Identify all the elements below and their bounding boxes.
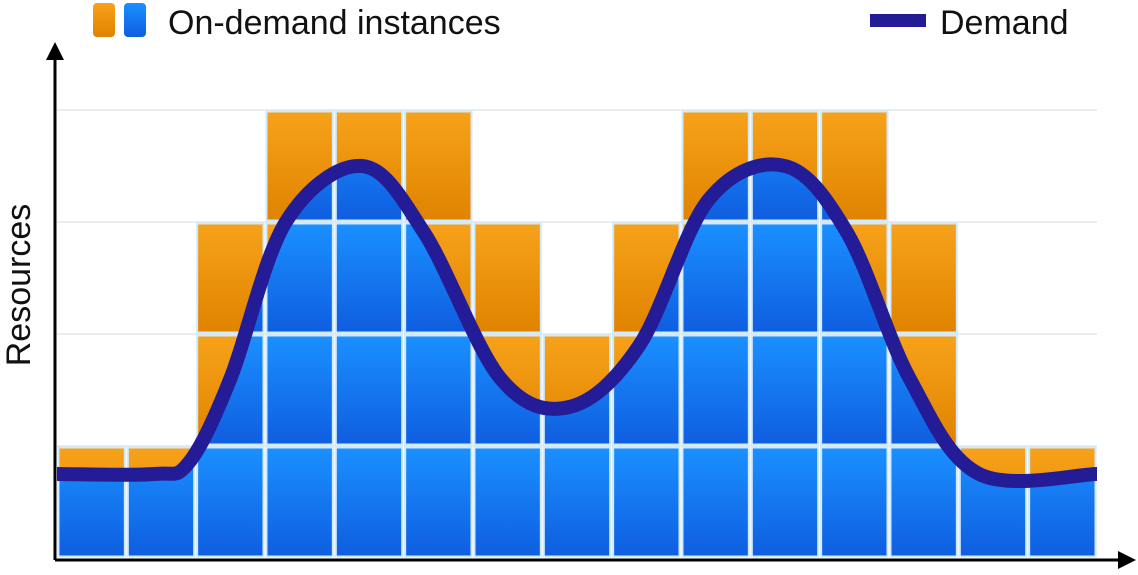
used-instance-cell (404, 446, 473, 558)
used-instance-cell (681, 446, 750, 558)
used-instance-cell (265, 446, 334, 558)
used-instance-cell (473, 446, 542, 558)
used-instance-cell (265, 334, 334, 446)
legend-swatch-ondemand (93, 3, 146, 37)
legend-label-demand: Demand (940, 4, 1069, 42)
ondemand-instance-cell (889, 222, 958, 334)
used-instance-cell (334, 222, 404, 334)
legend-label-ondemand: On-demand instances (168, 4, 501, 42)
used-instance-cell (889, 446, 958, 558)
used-instance-cell (542, 446, 612, 558)
used-instance-cell (404, 334, 473, 446)
used-instance-cell (612, 446, 681, 558)
used-instance-cell (820, 334, 889, 446)
used-instance-cell (334, 446, 404, 558)
legend-swatch-orange (93, 3, 115, 37)
used-instance-cell (820, 446, 889, 558)
ondemand-instance-cell (404, 110, 473, 222)
demand-line (56, 157, 1098, 489)
y-axis-arrow-icon (46, 42, 64, 60)
ondemand-instance-cell (473, 222, 542, 334)
legend-swatch-demand (870, 14, 926, 27)
legend: On-demand instances Demand (93, 3, 1069, 42)
used-instance-cell (681, 222, 750, 334)
used-instance-cell (750, 222, 820, 334)
used-instance-cell (750, 334, 820, 446)
used-instance-cell (681, 334, 750, 446)
axes (46, 42, 1136, 569)
x-axis-arrow-icon (1118, 551, 1136, 569)
used-instance-cell (334, 334, 404, 446)
y-axis-label: Resources (0, 204, 38, 367)
used-instance-cell (196, 446, 265, 558)
legend-swatch-blue (124, 3, 146, 37)
grid-lines (57, 109, 1097, 447)
used-instance-cell (750, 446, 820, 558)
used-instance-cell (265, 222, 334, 334)
